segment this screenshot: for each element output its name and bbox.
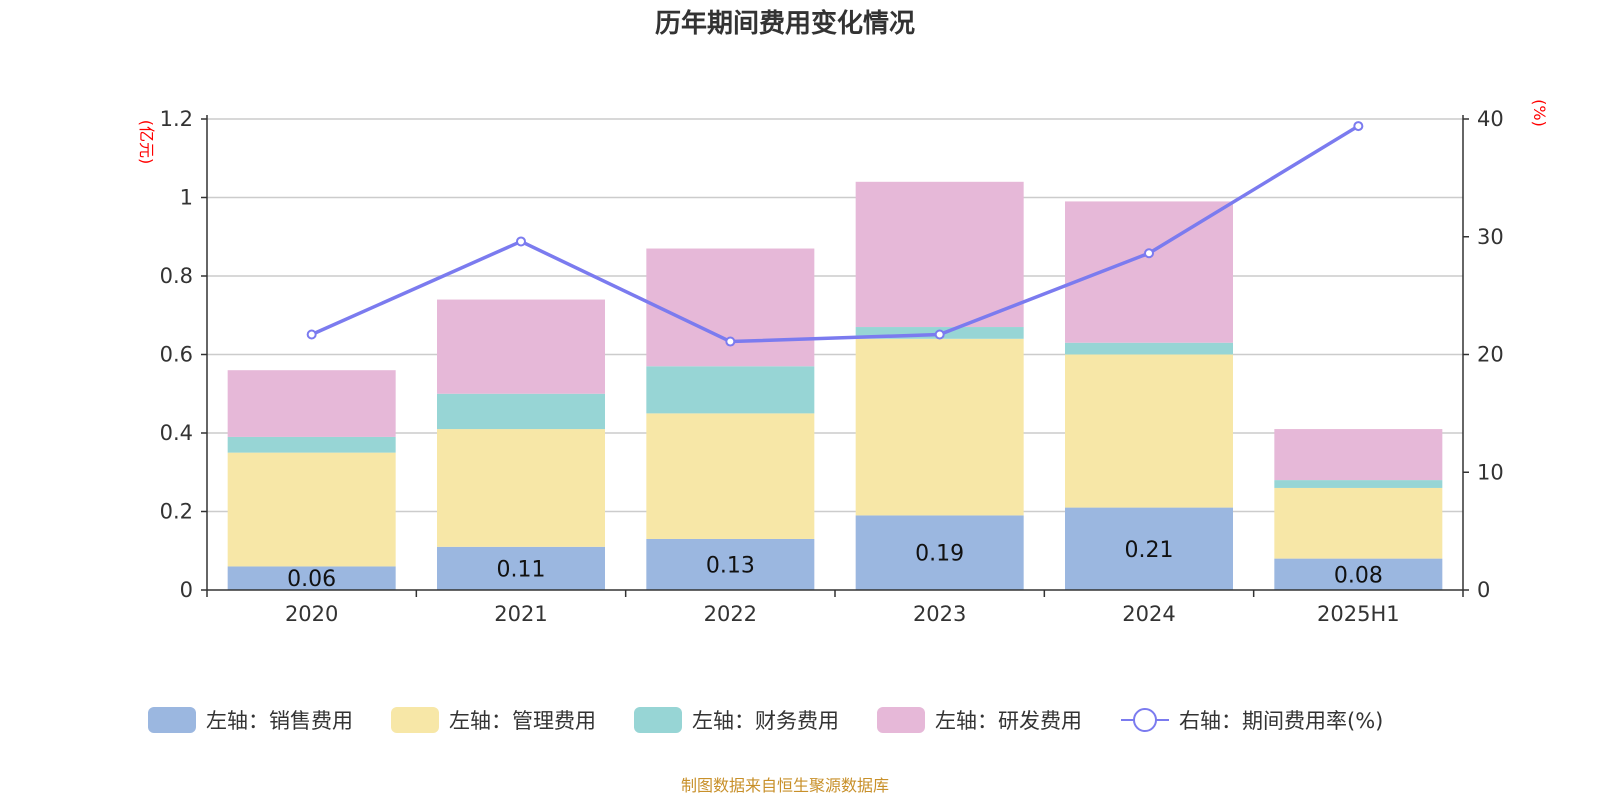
legend-label: 左轴：销售费用 (206, 709, 353, 733)
bar-segment (437, 546, 605, 590)
bar-segment (1065, 201, 1233, 343)
x-axis-tick-label: 2020 (285, 602, 338, 626)
bar-segment (227, 566, 396, 590)
x-axis-tick-label: 2024 (1122, 602, 1175, 626)
bar-segment (646, 413, 815, 539)
bar-segment (855, 338, 1024, 516)
bar-segment (227, 370, 396, 437)
legend-label: 左轴：研发费用 (935, 709, 1082, 733)
bar-segment (437, 429, 605, 547)
bar-segment (437, 393, 605, 430)
legend-label: 右轴：期间费用率(%) (1179, 709, 1383, 733)
bar-segment (1274, 487, 1443, 559)
rate-line-point (306, 329, 317, 340)
source-note: 制图数据来自恒生聚源数据库 (681, 776, 889, 795)
rate-line-point (934, 329, 945, 340)
bar-segment (227, 436, 396, 453)
bar-data-label: 0.11 (497, 557, 546, 582)
bar-segment (855, 181, 1024, 328)
left-axis-tick-label: 1 (180, 186, 193, 210)
left-axis-tick-label: 0.2 (160, 500, 193, 524)
legend-label: 左轴：财务费用 (692, 709, 839, 733)
legend: 左轴：销售费用 左轴：管理费用 左轴：财务费用 左轴：研发费用 右轴：期间费用率(%) (148, 707, 1383, 733)
bar-data-label: 0.13 (706, 553, 755, 578)
bar-segment (1274, 480, 1443, 488)
bar-segment (855, 515, 1024, 590)
bar-segment (1274, 429, 1443, 481)
left-axis-tick-label: 0.4 (160, 421, 193, 445)
legend-swatch (634, 707, 682, 733)
rate-line-point (1353, 121, 1364, 132)
legend-marker (1133, 708, 1157, 732)
rate-line-path (310, 124, 1360, 344)
legend-swatch (148, 707, 196, 733)
right-axis-tick-label: 30 (1477, 225, 1504, 249)
bar-segment (1274, 558, 1443, 590)
left-axis-tick-label: 0.6 (160, 343, 193, 367)
left-axis-tick-label: 0.8 (160, 264, 193, 288)
bar-segment (437, 299, 605, 394)
x-axis-tick-label: 2023 (913, 602, 966, 626)
bar-segment (227, 452, 396, 567)
bar-data-label: 0.19 (915, 542, 964, 567)
grid-lines (207, 118, 1463, 513)
legend-label: 左轴：管理费用 (449, 709, 596, 733)
bar-segment (646, 538, 815, 590)
bar-segment (646, 248, 815, 367)
bar-data-label: 0.21 (1125, 538, 1174, 563)
bar-data-label: 0.08 (1334, 563, 1383, 588)
chart-title: 历年期间费用变化情况 (655, 8, 915, 39)
legend-swatch (391, 707, 439, 733)
data-labels: 0.06 0.11 0.13 0.19 0.21 0.08 (287, 538, 1383, 592)
rate-line-point (516, 236, 526, 247)
x-axis-tick-label: 2025H1 (1317, 602, 1400, 626)
right-axis-unit: (%) (1530, 99, 1549, 127)
left-axis-tick-label: 0 (180, 578, 193, 602)
left-axis-unit: (亿元) (137, 120, 156, 165)
rate-line-point (1144, 248, 1154, 259)
right-axis-tick-label: 10 (1477, 460, 1504, 484)
x-axis-tick-label: 2022 (704, 602, 757, 626)
right-axis-tick-label: 40 (1477, 107, 1504, 131)
bar-data-label: 0.06 (287, 567, 336, 592)
bars (227, 181, 1443, 590)
rate-line (306, 121, 1364, 347)
axes: 0 0.2 0.4 0.6 0.8 1 1.2 0 10 20 30 40 2020 2021 2022 20… (137, 99, 1549, 626)
bar-segment (646, 366, 815, 414)
bar-segment (1065, 354, 1233, 508)
bar-segment (1065, 507, 1233, 590)
rate-line-point (725, 336, 736, 347)
right-axis-tick-label: 20 (1477, 343, 1504, 367)
x-axis-tick-label: 2021 (494, 602, 547, 626)
right-axis-tick-label: 0 (1477, 578, 1490, 602)
bar-segment (1065, 342, 1233, 355)
legend-swatch (877, 707, 925, 733)
left-axis-tick-label: 1.2 (160, 107, 193, 131)
